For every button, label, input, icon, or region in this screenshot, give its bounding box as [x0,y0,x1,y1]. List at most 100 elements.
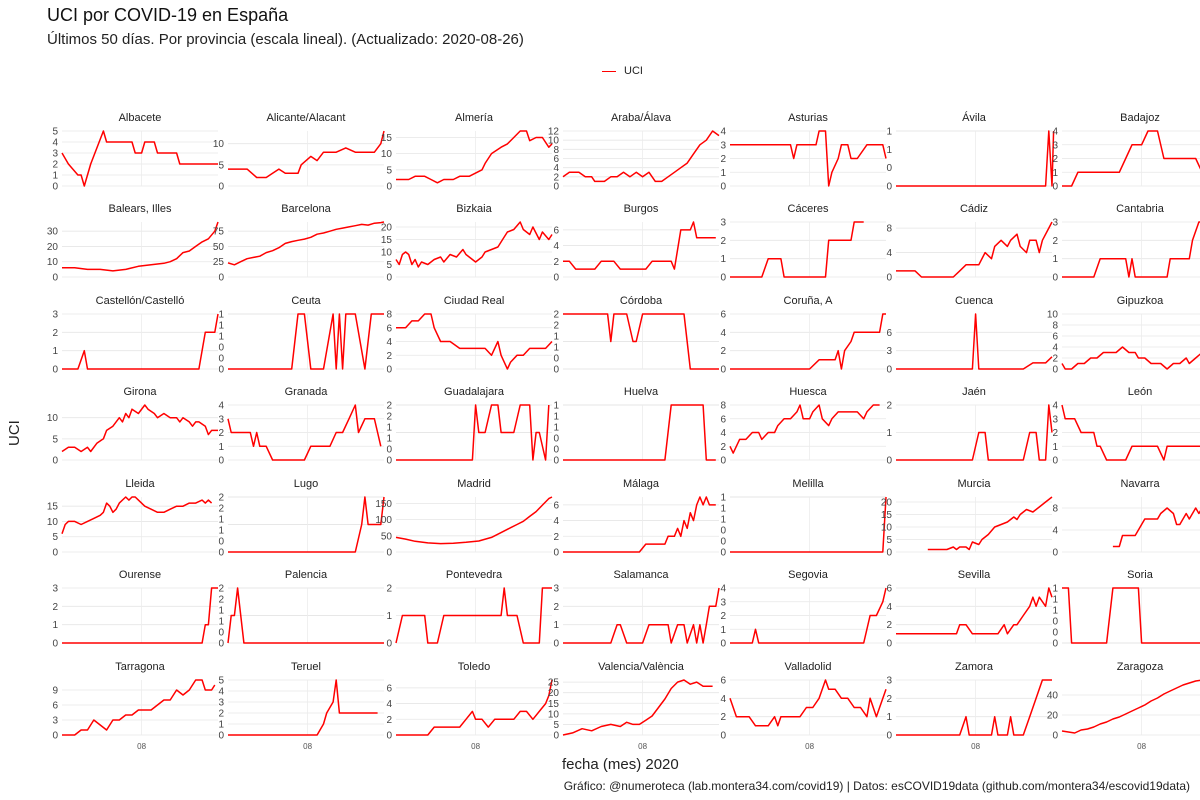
x-tick-label: 08 [1137,742,1146,751]
series-line [1062,130,1200,187]
series-line [562,679,713,736]
panel-title: Pontevedra [446,569,503,581]
panel-title: Alicante/Alacant [267,112,346,124]
y-tick-label: 1 [720,515,726,526]
y-tick-label: 3 [553,584,559,595]
y-tick-label: 5 [52,532,58,543]
y-tick-label: 1 [218,310,224,321]
panel-title: Granada [285,386,329,398]
y-tick-label: 0 [886,365,892,376]
y-tick-label: 20 [548,688,560,699]
y-tick-label: 2 [218,504,224,515]
y-tick-label: 2 [1052,154,1058,165]
panel-title: Ciudad Real [444,295,505,307]
y-tick-label: 3 [720,218,726,229]
y-tick-label: 0 [886,456,892,467]
y-tick-label: 20 [381,223,393,234]
y-tick-label: 4 [1052,526,1058,537]
y-tick-label: 1 [1052,168,1058,179]
panel-title: Córdoba [620,295,663,307]
y-tick-label: 0 [553,273,559,284]
y-tick-label: 2 [52,160,58,171]
y-tick-label: 1 [52,346,58,357]
y-tick-label: 0 [553,639,559,650]
y-tick-label: 2 [218,428,224,439]
y-tick-label: 6 [886,328,892,339]
y-tick-label: 15 [548,699,560,710]
y-tick-label: 4 [886,248,892,259]
panel-title: Madrid [457,478,491,490]
y-tick-label: 0 [218,731,224,742]
series-line [896,404,1053,461]
y-tick-label: 0 [553,434,559,445]
y-tick-label: 2 [218,709,224,720]
y-tick-label: 1 [553,332,559,343]
series-line [563,313,719,370]
y-tick-label: 3 [720,597,726,608]
y-tick-label: 0 [1052,273,1058,284]
panel-title: Araba/Álava [611,111,672,124]
y-tick-label: 0 [1052,365,1058,376]
y-tick-label: 0 [720,548,726,559]
y-tick-label: 1 [553,401,559,412]
y-tick-label: 10 [881,523,893,534]
series-line [396,130,553,184]
panel-title: Lleida [125,478,155,490]
y-tick-label: 3 [218,698,224,709]
y-tick-label: 0 [218,639,224,650]
y-tick-label: 0 [1052,617,1058,628]
y-tick-label: 0 [553,365,559,376]
y-tick-label: 0 [720,731,726,742]
y-tick-label: 20 [881,498,893,509]
y-tick-label: 15 [881,510,893,521]
y-tick-label: 1 [886,127,892,138]
y-tick-label: 0 [553,731,559,742]
y-tick-label: 8 [1052,321,1058,332]
legend: UCI [602,65,643,77]
y-tick-label: 150 [375,499,392,510]
y-tick-label: 0 [218,548,224,559]
y-tick-label: 0 [720,639,726,650]
y-tick-label: 0 [52,365,58,376]
y-tick-label: 2 [553,310,559,321]
y-tick-label: 1 [553,412,559,423]
y-tick-label: 5 [553,720,559,731]
y-tick-label: 0 [386,731,392,742]
panel-title: Jaén [962,386,986,398]
series-line [1062,221,1200,278]
y-tick-label: 4 [720,428,726,439]
y-tick-label: 0 [886,731,892,742]
panel-title: Valladolid [785,661,832,673]
series-line [228,496,385,553]
y-tick-label: 0 [218,354,224,365]
y-tick-label: 1 [720,625,726,636]
y-tick-label: 2 [553,602,559,613]
y-tick-label: 1 [553,423,559,434]
series-line [563,404,716,461]
y-tick-label: 3 [52,149,58,160]
series-line [227,404,382,461]
panel-title: Toledo [458,661,490,673]
series-line [395,496,553,545]
y-tick-label: 10 [47,517,59,528]
y-tick-label: 8 [886,224,892,235]
y-tick-label: 4 [386,699,392,710]
panel-title: Bizkaia [456,203,492,215]
legend-swatch [602,70,616,72]
panel-title: Cáceres [788,203,829,215]
y-tick-label: 2 [553,321,559,332]
y-tick-label: 4 [1052,127,1058,138]
y-tick-label: 0 [720,182,726,193]
y-tick-label: 50 [213,242,225,253]
y-tick-label: 4 [218,687,224,698]
y-tick-label: 0 [720,273,726,284]
y-tick-label: 1 [1052,595,1058,606]
y-tick-label: 0 [52,639,58,650]
panel-title: Melilla [792,478,824,490]
y-tick-label: 0 [218,456,224,467]
y-tick-label: 0 [886,548,892,559]
caption: Gráfico: @numeroteca (lab.montera34.com/… [563,779,1190,793]
series-line [1062,587,1200,644]
y-tick-label: 1 [886,428,892,439]
series-line [395,587,552,644]
